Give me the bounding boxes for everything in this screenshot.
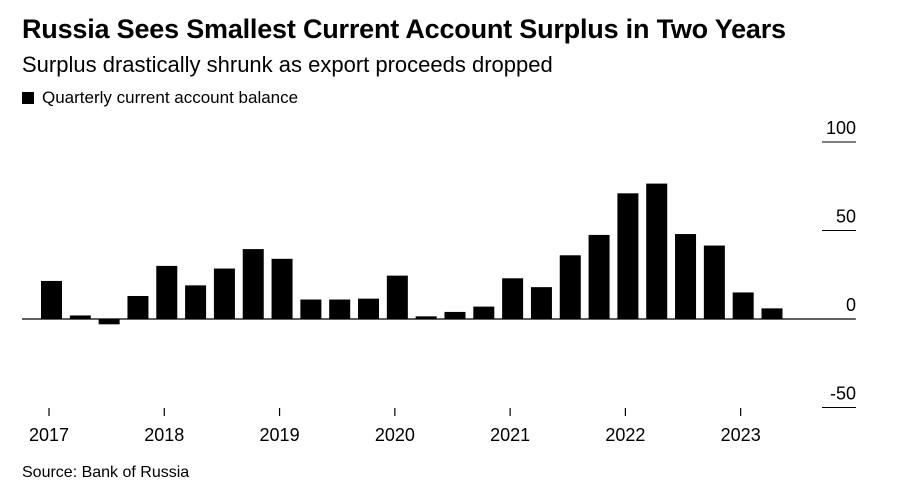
x-tick-label: 2017 xyxy=(29,425,69,445)
bar-chart: 100 50 0 -50 2017 2018 2019 2020 2021 2022 2023 xyxy=(22,118,856,445)
bar xyxy=(530,287,552,319)
bar xyxy=(98,319,120,325)
bar xyxy=(617,193,639,319)
legend-swatch xyxy=(22,92,34,104)
bar xyxy=(675,234,697,319)
bar xyxy=(329,299,351,319)
x-tick-label: 2022 xyxy=(605,425,645,445)
x-tick-label: 2019 xyxy=(260,425,300,445)
bar xyxy=(69,315,91,319)
legend: Quarterly current account balance xyxy=(22,88,298,108)
bar xyxy=(242,249,264,319)
bar xyxy=(703,245,725,319)
bar xyxy=(588,234,610,319)
bar xyxy=(444,311,466,319)
bar xyxy=(271,258,293,319)
bar xyxy=(386,275,408,319)
bar xyxy=(732,292,754,319)
x-tick-label: 2018 xyxy=(144,425,184,445)
bar xyxy=(473,306,495,319)
x-tick-label: 2023 xyxy=(721,425,761,445)
legend-label: Quarterly current account balance xyxy=(42,88,299,107)
y-tick-label: 100 xyxy=(826,118,856,138)
bar xyxy=(156,265,178,319)
bar xyxy=(559,255,581,319)
y-tick-label: 50 xyxy=(836,207,856,227)
bar xyxy=(761,308,783,319)
bar xyxy=(127,295,149,319)
bar xyxy=(646,183,668,319)
source-note: Source: Bank of Russia xyxy=(22,464,190,481)
bar xyxy=(358,298,380,319)
x-tick-label: 2020 xyxy=(375,425,415,445)
chart-subtitle: Surplus drastically shrunk as export pro… xyxy=(22,52,553,77)
bar xyxy=(41,280,62,319)
bar xyxy=(300,299,322,319)
bar xyxy=(213,268,235,319)
chart-title: Russia Sees Smallest Current Account Sur… xyxy=(22,14,786,44)
y-tick-label: -50 xyxy=(830,384,856,404)
bar xyxy=(415,316,437,319)
bar xyxy=(502,278,524,319)
bar xyxy=(185,285,207,319)
y-tick-label: 0 xyxy=(846,295,856,315)
x-tick-label: 2021 xyxy=(490,425,530,445)
